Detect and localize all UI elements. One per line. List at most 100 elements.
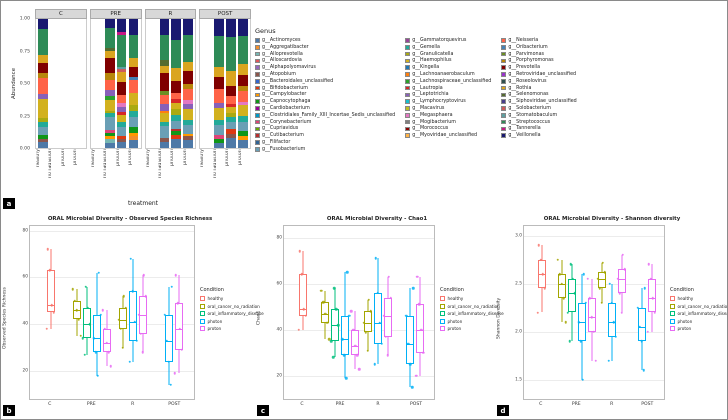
jitter-point	[356, 353, 359, 357]
genus-name: g__Campylobacter	[262, 92, 307, 98]
genus-name: g__Siphoviridae_unclassified	[508, 99, 577, 105]
bar-segment	[171, 128, 182, 132]
genus-color-swatch	[255, 85, 260, 91]
genus-name: g__Mogibacterium	[412, 119, 456, 125]
bar-segment	[104, 90, 115, 97]
jitter-point	[586, 277, 589, 281]
bar-segment	[226, 19, 236, 38]
genus-color-swatch	[255, 51, 260, 57]
jitter-point	[96, 374, 99, 377]
genus-name: g__Prevotella	[508, 65, 541, 71]
jitter-point	[73, 299, 76, 303]
bar-segment	[128, 34, 139, 58]
genus-name: g__Bifidobacterium	[262, 85, 308, 91]
jitter-point	[382, 314, 385, 318]
bar-segment	[116, 66, 127, 70]
genus-legend-item: g__Tannerella	[501, 126, 576, 131]
bar-segment	[171, 81, 182, 93]
panel-label-c: c	[257, 405, 269, 416]
bar-slot	[158, 19, 170, 148]
jitter-point	[418, 303, 421, 306]
genus-color-swatch	[255, 126, 260, 132]
genus-legend-item: g__Stomatobaculum	[501, 113, 576, 118]
shannon-x-axis-ticks: C PRE R POST	[523, 400, 665, 411]
genus-color-swatch	[405, 79, 410, 84]
genus-name: g__Capnocytophaga	[262, 99, 311, 105]
box-median-line	[82, 324, 91, 326]
genus-legend-column: g__Gammatorquevirus g__Gemella g__Granulic…	[405, 38, 491, 152]
bar-segment	[38, 99, 48, 119]
genus-name: g__Veillonella	[508, 133, 541, 139]
bar-segment	[238, 115, 248, 123]
box-median-line	[363, 322, 372, 324]
box	[92, 314, 101, 353]
bar-segment	[104, 79, 115, 91]
bar-slot	[201, 19, 213, 148]
jitter-point	[640, 340, 643, 343]
condition-name: oral_cancer_no_radiation	[677, 303, 728, 309]
bar-segment	[128, 140, 139, 148]
shannon-boxplot-panel: ORAL Microbial Diversity - Shannon diver…	[497, 214, 728, 416]
bar-segment	[171, 109, 182, 115]
condition-name: oral_cancer_no_radiation	[207, 303, 260, 309]
jitter-point	[129, 257, 132, 260]
bar-segment	[116, 111, 127, 115]
bar-segment	[116, 95, 127, 103]
genus-color-swatch	[501, 65, 506, 70]
genus-name: g__Selenomonas	[508, 92, 549, 98]
bar-segment	[226, 113, 236, 118]
bar-segment	[128, 127, 139, 133]
bar-segment	[159, 137, 170, 142]
facet-header: R	[144, 9, 197, 19]
jitter-point	[337, 323, 340, 327]
abundance-x-tick-label: no radiation	[157, 149, 163, 178]
stacked-bar	[171, 19, 182, 148]
jitter-point	[608, 282, 611, 285]
facet-x-tick-labels: healthy no radiation photon proton	[90, 149, 142, 196]
jitter-point	[642, 368, 645, 372]
bar-segment	[159, 126, 170, 138]
condition-name: photon	[207, 318, 223, 324]
stacked-bar	[104, 19, 115, 148]
jitter-point	[380, 342, 383, 345]
bar-segment	[38, 78, 48, 94]
genus-legend-item: g__Lachnoanaerobaculum	[405, 72, 491, 77]
condition-name: oral_inflammatory_disease	[207, 311, 264, 316]
bar-segment	[104, 96, 115, 101]
stacked-bar	[116, 19, 127, 148]
bar-slot	[237, 19, 249, 148]
jitter-point	[607, 359, 610, 362]
condition-name: healthy	[207, 296, 224, 301]
bar-segment	[226, 137, 236, 148]
jitter-point	[45, 327, 48, 331]
y-axis-tick-label: 40	[276, 327, 282, 333]
bar-segment	[214, 124, 225, 136]
bar-segment	[104, 136, 115, 139]
box-median-line	[138, 314, 147, 316]
jitter-point	[373, 363, 376, 366]
bar-segment	[171, 138, 182, 148]
jitter-point	[600, 301, 603, 305]
jitter-point	[167, 360, 170, 363]
jitter-point	[302, 307, 305, 311]
bar-segment	[104, 113, 115, 118]
bar-slot	[92, 19, 104, 148]
jitter-point	[584, 301, 587, 305]
jitter-point	[420, 328, 423, 332]
genus-color-swatch	[501, 126, 506, 132]
jitter-point	[81, 336, 84, 340]
chao1-plot-area: 20 40 60 80	[277, 225, 435, 400]
jitter-point	[86, 306, 89, 310]
condition-name: healthy	[677, 296, 694, 301]
condition-legend-items: healthy oral_cancer_no_radiation oral_infl…	[440, 296, 504, 331]
box-median-line	[331, 325, 340, 327]
bar-segment	[104, 100, 115, 111]
bar-segment	[38, 122, 48, 128]
bar-segment	[38, 19, 48, 30]
genus-legend-column: g__Neisseria g__Oribacterium g__Parvimonas…	[501, 38, 577, 152]
x-axis-tick-label: PRE	[571, 402, 581, 407]
jitter-point	[614, 335, 617, 338]
x-axis-tick-label: POST	[641, 402, 654, 407]
bar-segment	[116, 114, 127, 123]
bar-segment	[116, 19, 127, 32]
